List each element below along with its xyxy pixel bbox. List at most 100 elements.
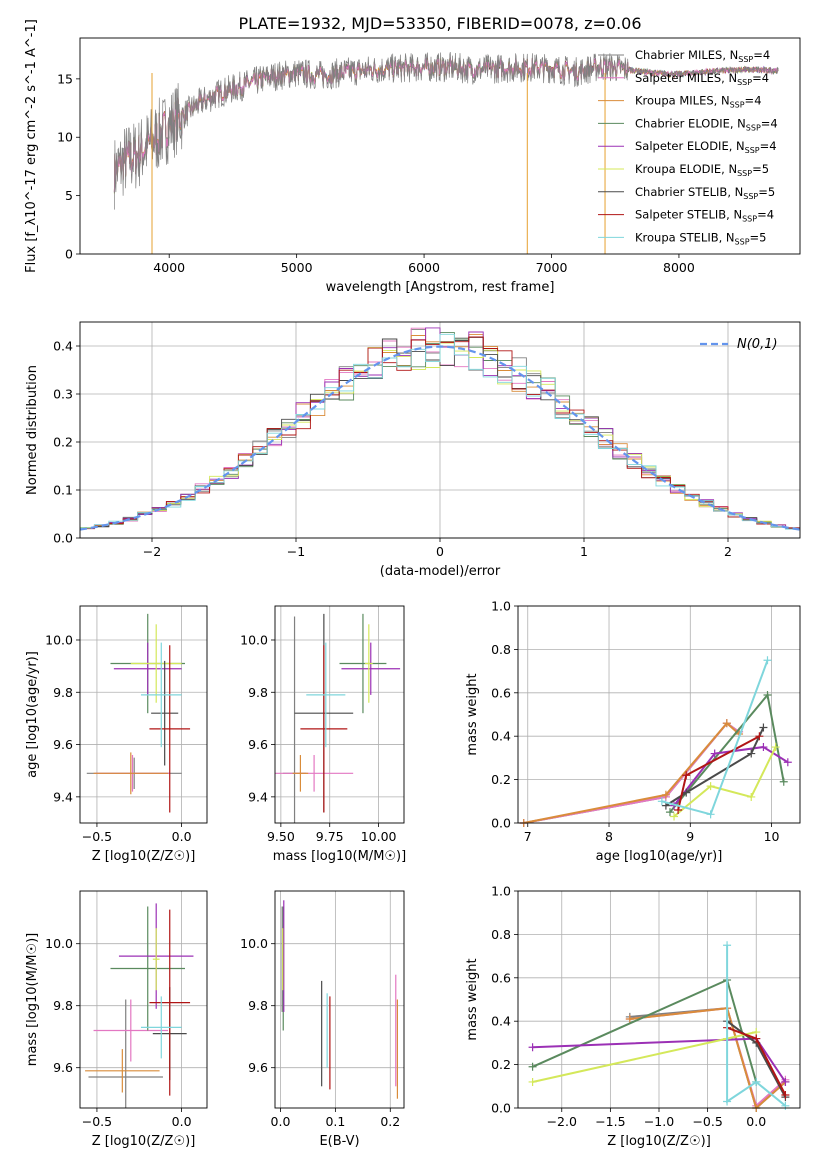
y-tick-label: 0.8 bbox=[491, 642, 511, 657]
x-tick-label: 0.1 bbox=[325, 1114, 345, 1129]
weight-point-marker bbox=[528, 1043, 537, 1052]
panel-age-vs-Z: −0.5 0.0 9.4 9.6 9.8 10.0 Z [log10(Z/Z☉)] age [… bbox=[25, 605, 208, 864]
x-axis-label: Z [log10(Z/Z☉)] bbox=[92, 849, 196, 864]
legend-model-name: Salpeter ELODIE bbox=[635, 139, 729, 153]
y-axis-label: Flux [f_λ10^-17 erg cm^-2 s^-1 A^-1] bbox=[24, 19, 39, 273]
y-tick-label: 10.0 bbox=[240, 632, 268, 647]
y-tick-label: 0.6 bbox=[491, 685, 511, 700]
weight-point-marker bbox=[759, 723, 768, 732]
legend-model-name: Kroupa ELODIE bbox=[635, 162, 721, 176]
weight-point-marker bbox=[661, 790, 670, 799]
x-axis-label: mass [log10(M/M☉)] bbox=[273, 849, 406, 864]
legend-label-1: Salpeter MILES, NSSP=4 bbox=[635, 71, 769, 87]
legend-label-7: Salpeter STELIB, NSSP=4 bbox=[635, 208, 774, 224]
y-tick-label: 9.8 bbox=[248, 685, 268, 700]
weight-line-8 bbox=[726, 945, 787, 1107]
weight-line-2 bbox=[523, 721, 740, 823]
weight-point-marker bbox=[781, 1090, 790, 1099]
y-tick-label: 15 bbox=[57, 71, 73, 86]
weight-point-marker bbox=[763, 656, 772, 665]
legend-label-8: Kroupa STELIB, NSSP=5 bbox=[635, 230, 767, 246]
weight-line-6 bbox=[665, 727, 765, 807]
x-tick-label: −1.0 bbox=[644, 1114, 674, 1129]
weight-point-marker bbox=[657, 797, 666, 806]
plot-frame bbox=[79, 37, 801, 255]
legend-model-name: Salpeter STELIB bbox=[635, 208, 726, 222]
weight-point-marker bbox=[670, 812, 679, 821]
weight-point-marker bbox=[682, 788, 691, 797]
legend-model-name: Chabrier ELODIE bbox=[635, 116, 730, 130]
y-axis-label: Normed distribution bbox=[25, 365, 40, 495]
x-tick-label: 7 bbox=[524, 829, 532, 844]
weight-point-marker bbox=[723, 1097, 732, 1106]
y-tick-label: 0.3 bbox=[53, 387, 73, 402]
x-tick-label: 0.2 bbox=[380, 1114, 400, 1129]
weight-point-marker bbox=[779, 777, 788, 786]
legend-model-name: Chabrier STELIB bbox=[635, 185, 727, 199]
weight-point-marker bbox=[674, 805, 683, 814]
y-axis-label: mass [log10(M/M☉)] bbox=[25, 933, 40, 1066]
y-tick-label: 0.4 bbox=[491, 729, 511, 744]
weight-point-marker bbox=[759, 743, 768, 752]
weight-point-marker bbox=[723, 941, 732, 950]
x-tick-label: 5000 bbox=[281, 260, 313, 275]
plot-frame bbox=[517, 890, 801, 1109]
x-tick-label: 0.0 bbox=[271, 1114, 291, 1129]
legend-nssp: 5 bbox=[759, 230, 766, 244]
y-tick-label: 9.6 bbox=[248, 1060, 268, 1075]
weight-point-marker bbox=[710, 749, 719, 758]
y-tick-label: 10.0 bbox=[45, 936, 73, 951]
plot-frame bbox=[517, 605, 801, 824]
y-tick-label: 0.8 bbox=[491, 927, 511, 942]
legend-label-2: Kroupa MILES, NSSP=4 bbox=[635, 94, 762, 110]
legend-label-3: Chabrier ELODIE, NSSP=4 bbox=[635, 116, 778, 132]
y-tick-label: 0.0 bbox=[53, 531, 73, 546]
x-axis-label: age [log10(age/yr)] bbox=[596, 849, 723, 864]
legend-label-4: Salpeter ELODIE, NSSP=4 bbox=[635, 139, 777, 155]
weight-line-1 bbox=[523, 721, 740, 823]
y-tick-label: 10 bbox=[57, 130, 73, 145]
histogram-step-8 bbox=[80, 333, 800, 530]
legend-nssp: 4 bbox=[770, 116, 777, 130]
x-tick-label: −1.5 bbox=[595, 1114, 625, 1129]
y-tick-label: 9.6 bbox=[53, 737, 73, 752]
y-tick-label: 0.6 bbox=[491, 970, 511, 985]
weight-point-marker bbox=[706, 782, 715, 791]
x-axis-label: E(B-V) bbox=[319, 1134, 359, 1149]
legend-nssp: 4 bbox=[754, 94, 761, 108]
x-axis-label: (data-model)/error bbox=[380, 564, 501, 579]
legend-nssp: 5 bbox=[768, 185, 775, 199]
y-tick-label: 0 bbox=[65, 247, 73, 262]
y-tick-label: 0.1 bbox=[53, 483, 73, 498]
y-tick-label: 9.6 bbox=[248, 737, 268, 752]
y-tick-label: 0.0 bbox=[491, 1101, 511, 1116]
weight-point-marker bbox=[763, 690, 772, 699]
panel-age-vs-mass: 9.50 9.75 10.00 9.4 9.6 9.8 10.0 mass [log10(M/… bbox=[240, 605, 406, 864]
y-tick-label: 9.4 bbox=[248, 789, 268, 804]
weight-point-marker bbox=[781, 1101, 790, 1110]
weight-point-marker bbox=[528, 1062, 537, 1071]
x-tick-label: 4000 bbox=[153, 260, 185, 275]
y-tick-label: 0.2 bbox=[491, 1057, 511, 1072]
x-tick-label: −0.5 bbox=[82, 829, 112, 844]
x-tick-label: 7000 bbox=[536, 260, 568, 275]
legend-nssp: 4 bbox=[763, 48, 770, 62]
y-tick-label: 0.4 bbox=[491, 1014, 511, 1029]
y-axis-label: age [log10(age/yr)] bbox=[25, 651, 40, 778]
legend-nssp: 4 bbox=[769, 139, 776, 153]
panel-spectrum: 4000 5000 6000 7000 8000 0 5 10 15 wavelength [An… bbox=[24, 19, 801, 295]
x-tick-label: −2.0 bbox=[547, 1114, 577, 1129]
legend-nssp: 5 bbox=[762, 162, 769, 176]
x-tick-label: 9.75 bbox=[316, 829, 344, 844]
x-tick-label: 10.00 bbox=[361, 829, 397, 844]
x-axis-label: Z [log10(Z/Z☉)] bbox=[92, 1134, 196, 1149]
y-tick-label: 1.0 bbox=[491, 599, 511, 614]
x-tick-label: 0.0 bbox=[172, 829, 192, 844]
weight-point-marker bbox=[722, 719, 731, 728]
legend-model-name: Salpeter MILES bbox=[635, 71, 721, 85]
x-tick-label: 2 bbox=[724, 544, 732, 559]
figure-title: PLATE=1932, MJD=53350, FIBERID=0078, z=0… bbox=[238, 14, 641, 33]
y-tick-label: 1.0 bbox=[491, 884, 511, 899]
y-tick-label: 0.2 bbox=[491, 772, 511, 787]
